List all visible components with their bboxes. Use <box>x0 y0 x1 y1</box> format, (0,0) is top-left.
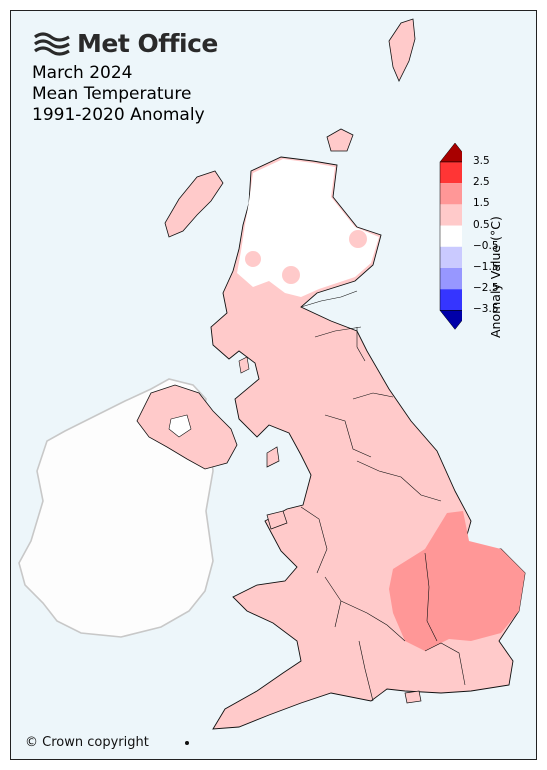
colorbar-max-extension <box>439 142 471 163</box>
colorbar-tick-label: 2.5 <box>473 176 490 189</box>
colorbar <box>439 142 471 330</box>
colorbar-tick-label: −0.5 <box>473 239 499 252</box>
colorbar-label: Anomaly Value (°C) <box>488 216 503 338</box>
colorbar-legend: 3.5 2.5 1.5 0.5 −0.5 −1.5 −2.5 −3.5 Anomaly Val… <box>428 142 536 338</box>
colorbar-bin <box>440 162 470 184</box>
colorbar-bin <box>440 225 470 247</box>
brand-name: Met Office <box>77 29 218 58</box>
shetland-islands <box>388 18 416 82</box>
title-month: March 2024 <box>32 63 133 83</box>
map-title: March 2024 Mean Temperature 1991-2020 An… <box>32 63 205 126</box>
title-variable: Mean Temperature <box>32 84 192 104</box>
met-office-waves-icon <box>34 31 70 56</box>
colorbar-min-extension <box>439 310 471 330</box>
colorbar-tick-label: −2.5 <box>473 282 499 295</box>
isle-of-wight <box>404 690 422 704</box>
highlands-warm-patch <box>282 266 300 284</box>
isle-of-man <box>266 446 280 468</box>
highlands-near-normal <box>237 159 379 297</box>
colorbar-bin <box>440 289 470 311</box>
colorbar-bin <box>440 246 470 268</box>
title-baseline: 1991-2020 Anomaly <box>32 105 205 125</box>
grampian-warm-patch <box>349 230 367 248</box>
colorbar-bin <box>440 268 470 290</box>
colorbar-tick-label: −3.5 <box>473 303 499 316</box>
scilly-isles <box>185 741 189 745</box>
met-office-logo: Met Office <box>33 29 218 58</box>
map-frame: Met Office March 2024 Mean Temperature 1… <box>10 10 537 760</box>
anglesey <box>266 510 288 530</box>
colorbar-tick-label: −1.5 <box>473 261 499 273</box>
copyright-notice: © Crown copyright <box>25 735 149 750</box>
orkney-islands <box>326 128 354 152</box>
colorbar-bin <box>440 183 470 205</box>
east-england-warmer <box>389 511 525 651</box>
colorbar-tick-label: 0.5 <box>473 218 490 231</box>
lewis-island <box>164 170 224 238</box>
colorbar-tick-label: 1.5 <box>473 197 490 210</box>
colorbar-bin <box>440 204 470 226</box>
arran-island <box>238 356 250 374</box>
colorbar-tick-label: 3.5 <box>473 155 490 167</box>
region-boundaries <box>300 290 466 702</box>
northwest-warm-patch <box>245 251 261 267</box>
lough-neagh <box>168 414 192 438</box>
uk-anomaly-map <box>18 18 526 745</box>
